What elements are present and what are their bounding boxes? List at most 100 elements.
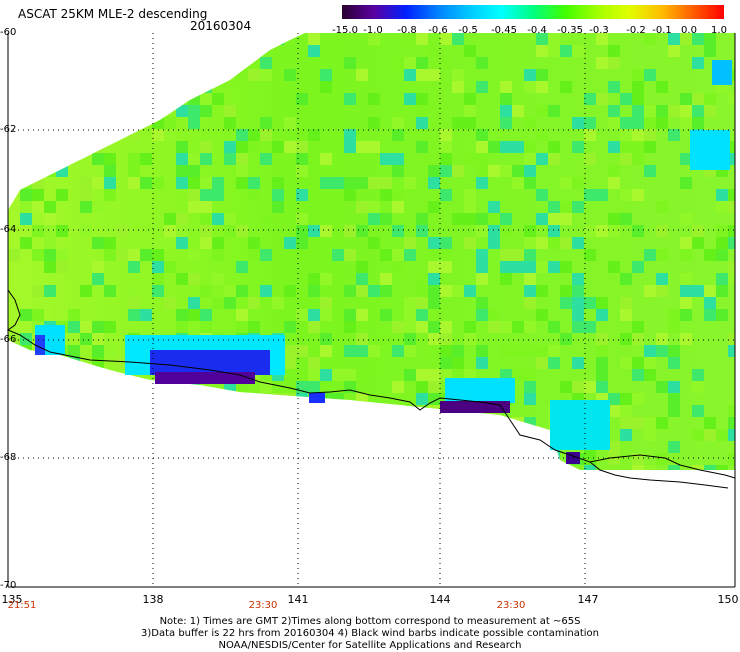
colorbar-label: -0.6 — [428, 25, 448, 36]
swath-pixel — [548, 213, 560, 225]
swath-pixel — [572, 177, 584, 189]
swath-pixel — [548, 345, 560, 357]
cyan-patch — [550, 400, 610, 450]
swath-pixel — [8, 345, 20, 357]
swath-pixel — [644, 417, 656, 429]
swath-pixel — [296, 429, 308, 441]
swath-pixel — [368, 309, 380, 321]
lat-label: -60 — [0, 27, 17, 38]
swath-pixel — [56, 465, 68, 470]
swath-pixel — [356, 225, 368, 237]
swath-pixel — [20, 33, 32, 45]
swath-pixel — [584, 297, 596, 309]
swath-pixel — [200, 105, 212, 117]
colorbar-label: 1.0 — [711, 25, 727, 36]
swath-pixel — [248, 249, 260, 261]
swath-pixel — [224, 105, 236, 117]
swath-pixel — [644, 369, 656, 381]
swath-pixel — [464, 45, 476, 57]
swath-pixel — [128, 309, 140, 321]
swath-pixel — [44, 261, 56, 273]
swath-pixel — [416, 33, 428, 45]
swath-pixel — [656, 105, 668, 117]
swath-pixel — [512, 453, 524, 465]
swath-pixel — [236, 141, 248, 153]
swath-pixel — [152, 69, 164, 81]
swath-pixel — [524, 249, 536, 261]
swath-pixel — [704, 93, 716, 105]
swath-pixel — [452, 441, 464, 453]
swath-pixel — [116, 45, 128, 57]
swath-pixel — [620, 297, 632, 309]
swath-pixel — [356, 285, 368, 297]
swath-pixel — [428, 345, 440, 357]
swath-pixel — [92, 441, 104, 453]
swath-pixel — [560, 465, 572, 470]
swath-pixel — [320, 333, 332, 345]
swath-pixel — [32, 69, 44, 81]
swath-pixel — [500, 321, 512, 333]
swath-pixel — [200, 321, 212, 333]
swath-pixel — [356, 309, 368, 321]
swath-pixel — [212, 189, 224, 201]
swath-pixel — [548, 225, 560, 237]
swath-pixel — [8, 57, 20, 69]
swath-pixel — [728, 417, 735, 429]
swath-pixel — [380, 309, 392, 321]
swath-pixel — [80, 333, 92, 345]
swath-pixel — [296, 201, 308, 213]
swath-pixel — [572, 357, 584, 369]
swath-pixel — [524, 117, 536, 129]
swath-pixel — [44, 453, 56, 465]
swath-pixel — [20, 129, 32, 141]
swath-pixel — [476, 441, 488, 453]
swath-pixel — [56, 93, 68, 105]
swath-pixel — [476, 357, 488, 369]
swath-pixel — [416, 93, 428, 105]
time-label: 23:30 — [496, 600, 526, 611]
cyan-patch — [712, 60, 732, 85]
swath-pixel — [356, 297, 368, 309]
swath-pixel — [368, 33, 380, 45]
swath-pixel — [260, 69, 272, 81]
swath-pixel — [200, 93, 212, 105]
lat-label: -66 — [0, 334, 17, 345]
swath-pixel — [152, 465, 164, 470]
colorbar-label: -0.3 — [589, 25, 609, 36]
swath-pixel — [152, 273, 164, 285]
swath-pixel — [188, 297, 200, 309]
swath-pixel — [380, 429, 392, 441]
swath-pixel — [320, 429, 332, 441]
swath-pixel — [80, 129, 92, 141]
swath-pixel — [608, 165, 620, 177]
swath-pixel — [20, 441, 32, 453]
swath-pixel — [56, 165, 68, 177]
swath-pixel — [716, 429, 728, 441]
swath-pixel — [140, 405, 152, 417]
swath-pixel — [104, 81, 116, 93]
lon-label: 150 — [717, 593, 739, 606]
swath-pixel — [296, 153, 308, 165]
swath-pixel — [404, 249, 416, 261]
swath-pixel — [332, 237, 344, 249]
swath-pixel — [212, 297, 224, 309]
swath-pixel — [500, 429, 512, 441]
swath-pixel — [488, 417, 500, 429]
swath-pixel — [392, 417, 404, 429]
swath-pixel — [620, 213, 632, 225]
swath-pixel — [416, 69, 428, 81]
note-line: 3)Data buffer is 22 hrs from 20160304 4)… — [141, 628, 599, 639]
swath-pixel — [416, 141, 428, 153]
swath-pixel — [92, 81, 104, 93]
colorbar-label: -1.0 — [363, 25, 383, 36]
swath-pixel — [404, 297, 416, 309]
swath-pixel — [176, 225, 188, 237]
swath-pixel — [308, 357, 320, 369]
swath-pixel — [716, 273, 728, 285]
swath-pixel — [392, 201, 404, 213]
swath-pixel — [32, 129, 44, 141]
swath-pixel — [236, 177, 248, 189]
swath-pixel — [164, 237, 176, 249]
swath-pixel — [320, 225, 332, 237]
swath-pixel — [608, 405, 620, 417]
